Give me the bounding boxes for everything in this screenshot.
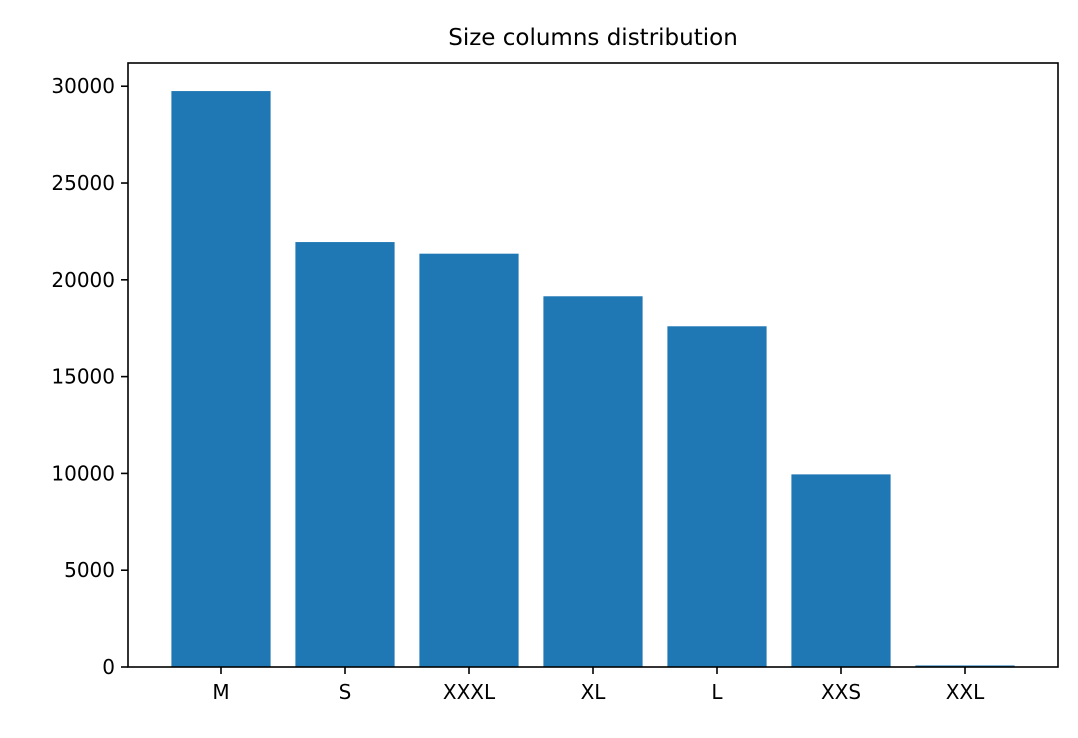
y-tick-label: 15000 [51, 365, 115, 389]
chart-title: Size columns distribution [448, 25, 738, 51]
bar-m [171, 91, 271, 668]
bar-s [295, 242, 395, 668]
y-tick-label: 0 [102, 655, 115, 679]
bar-xxxl [419, 253, 519, 667]
bar-l [667, 326, 767, 667]
plot-frame [127, 62, 1059, 668]
bars-layer [171, 91, 1015, 668]
axes-layer: M S XXXL XL L XXS XXL 0 5000 10000 15000 20000 25000… [51, 74, 985, 704]
y-tick-label: 5000 [64, 558, 115, 582]
y-tick-label: 30000 [51, 74, 115, 98]
x-tick-label: XXL [946, 680, 985, 704]
x-tick-label: M [212, 680, 229, 704]
x-tick-label: S [339, 680, 352, 704]
x-tick-label: XXS [821, 680, 861, 704]
y-tick-label: 25000 [51, 171, 115, 195]
y-tick-label: 20000 [51, 268, 115, 292]
x-tick-label: XXXL [443, 680, 496, 704]
bar-xl [543, 296, 643, 667]
x-tick-label: L [711, 680, 723, 704]
y-tick-label: 10000 [51, 461, 115, 485]
x-tick-label: XL [581, 680, 607, 704]
bar-xxs [791, 474, 891, 667]
